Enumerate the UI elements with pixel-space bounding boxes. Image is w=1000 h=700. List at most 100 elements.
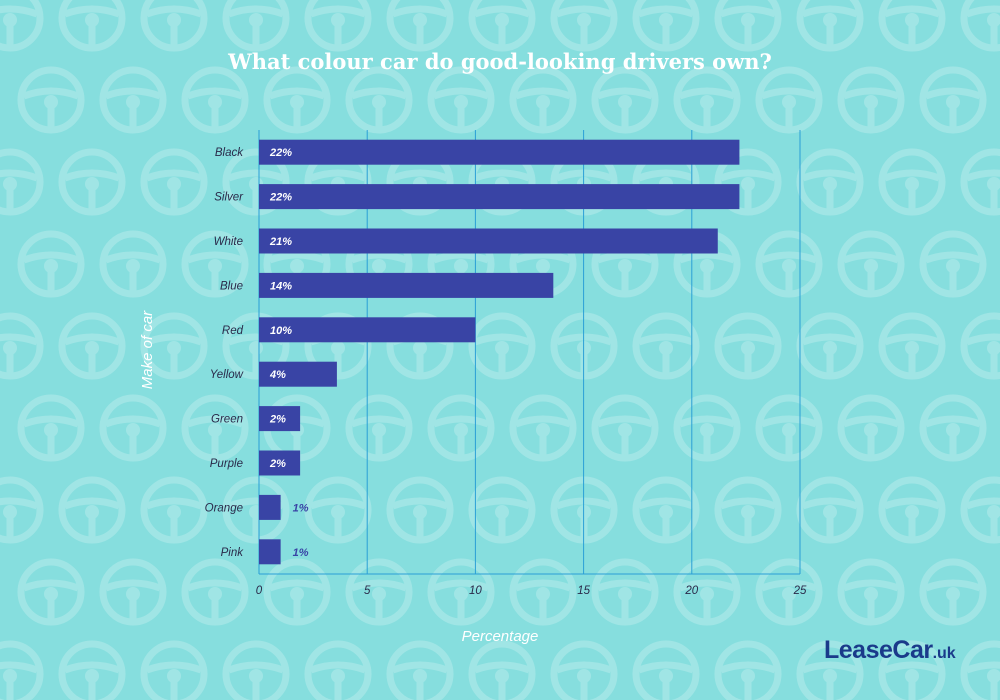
steering-wheel-icon xyxy=(468,312,536,380)
steering-wheel-icon xyxy=(960,476,1000,544)
steering-wheel-icon xyxy=(345,66,413,134)
steering-wheel-icon xyxy=(714,640,782,700)
steering-wheel-icon xyxy=(140,0,208,52)
x-tick-labels: 0 5 10 15 20 25 xyxy=(256,585,807,597)
steering-wheel-icon xyxy=(878,0,946,52)
x-axis-title: Percentage xyxy=(462,628,539,645)
x-tick-label: 0 xyxy=(256,585,263,597)
data-label: 2% xyxy=(269,414,286,426)
steering-wheel-icon xyxy=(632,640,700,700)
steering-wheel-icon xyxy=(140,476,208,544)
steering-wheel-icon xyxy=(140,148,208,216)
steering-wheel-icon xyxy=(919,558,987,626)
steering-wheel-icon xyxy=(714,0,782,52)
steering-wheel-icon xyxy=(919,66,987,134)
x-tick-label: 20 xyxy=(684,585,698,597)
steering-wheel-icon xyxy=(17,66,85,134)
steering-wheel-icon xyxy=(58,0,126,52)
steering-wheel-icon xyxy=(919,230,987,298)
steering-wheel-icon xyxy=(386,0,454,52)
steering-wheel-icon xyxy=(550,0,618,52)
steering-wheel-icon xyxy=(0,640,44,700)
bar-silver xyxy=(259,184,740,210)
data-label: 22% xyxy=(269,147,292,159)
bar-yellow xyxy=(259,361,337,387)
steering-wheel-icon xyxy=(755,558,823,626)
category-labels: Black Silver White Blue Red Yellow Green Purple… xyxy=(205,147,245,559)
steering-wheel-icon xyxy=(837,66,905,134)
steering-wheel-icon xyxy=(837,230,905,298)
bar-blue xyxy=(259,272,554,298)
leasecar-logo: LeaseCar.uk xyxy=(824,636,984,676)
steering-wheel-icon xyxy=(427,66,495,134)
steering-wheel-icon xyxy=(58,476,126,544)
steering-wheel-icon xyxy=(181,558,249,626)
category-label: Blue xyxy=(220,280,243,292)
steering-wheel-icon xyxy=(632,0,700,52)
steering-wheel-icon xyxy=(755,66,823,134)
grid-lines xyxy=(258,130,801,575)
steering-wheel-icon xyxy=(878,476,946,544)
steering-wheel-icon xyxy=(181,230,249,298)
steering-wheel-icon xyxy=(878,640,946,700)
steering-wheel-icon xyxy=(755,394,823,462)
steering-wheel-icon xyxy=(222,640,290,700)
steering-wheel-icon xyxy=(181,394,249,462)
steering-wheel-icon xyxy=(960,312,1000,380)
steering-wheel-icon xyxy=(796,640,864,700)
bars xyxy=(259,139,740,565)
data-label: 1% xyxy=(293,502,309,514)
steering-wheel-icon xyxy=(468,476,536,544)
category-label: Orange xyxy=(205,502,243,514)
steering-wheel-icon xyxy=(960,640,1000,700)
category-label: White xyxy=(214,236,243,248)
steering-wheel-icon xyxy=(550,640,618,700)
bar-pink xyxy=(259,539,281,565)
steering-wheel-icon xyxy=(181,66,249,134)
steering-wheel-icon xyxy=(673,558,741,626)
steering-wheel-icon xyxy=(755,230,823,298)
category-label: Pink xyxy=(221,547,245,559)
steering-wheel-icon xyxy=(0,0,44,52)
steering-wheel-icon xyxy=(878,148,946,216)
steering-wheel-icon xyxy=(632,476,700,544)
steering-wheel-icon xyxy=(960,148,1000,216)
x-tick-label: 25 xyxy=(793,585,807,597)
data-label: 21% xyxy=(269,236,292,248)
steering-wheel-icon xyxy=(960,0,1000,52)
steering-wheel-icon xyxy=(632,312,700,380)
logo-brand: LeaseCar xyxy=(824,636,933,664)
steering-wheel-icon xyxy=(140,640,208,700)
bar-red xyxy=(259,317,476,343)
steering-wheel-icon xyxy=(304,476,372,544)
data-label: 14% xyxy=(270,280,292,292)
steering-wheel-icon xyxy=(140,312,208,380)
steering-wheel-icon xyxy=(509,66,577,134)
steering-wheel-icon xyxy=(99,230,167,298)
steering-wheel-icon xyxy=(263,558,331,626)
category-label: Red xyxy=(222,325,244,337)
x-tick-label: 10 xyxy=(469,585,482,597)
steering-wheel-icon xyxy=(591,558,659,626)
category-label: Green xyxy=(211,414,243,426)
bar-purple xyxy=(259,450,301,476)
y-axis-title: Make of car xyxy=(139,310,156,389)
steering-wheel-icon xyxy=(99,558,167,626)
data-label: 10% xyxy=(270,325,292,337)
steering-wheel-icon xyxy=(99,66,167,134)
steering-wheel-icon xyxy=(591,394,659,462)
data-label: 1% xyxy=(293,547,309,559)
steering-wheel-icon xyxy=(58,312,126,380)
steering-wheel-icon xyxy=(427,394,495,462)
category-label: Black xyxy=(215,147,244,159)
steering-wheel-icon xyxy=(878,312,946,380)
steering-wheel-icon xyxy=(673,66,741,134)
steering-wheel-icon xyxy=(345,558,413,626)
steering-wheel-icon xyxy=(427,558,495,626)
steering-wheel-icon xyxy=(591,66,659,134)
steering-wheel-icon xyxy=(796,476,864,544)
steering-wheel-icon xyxy=(222,148,290,216)
steering-wheel-icon xyxy=(509,394,577,462)
